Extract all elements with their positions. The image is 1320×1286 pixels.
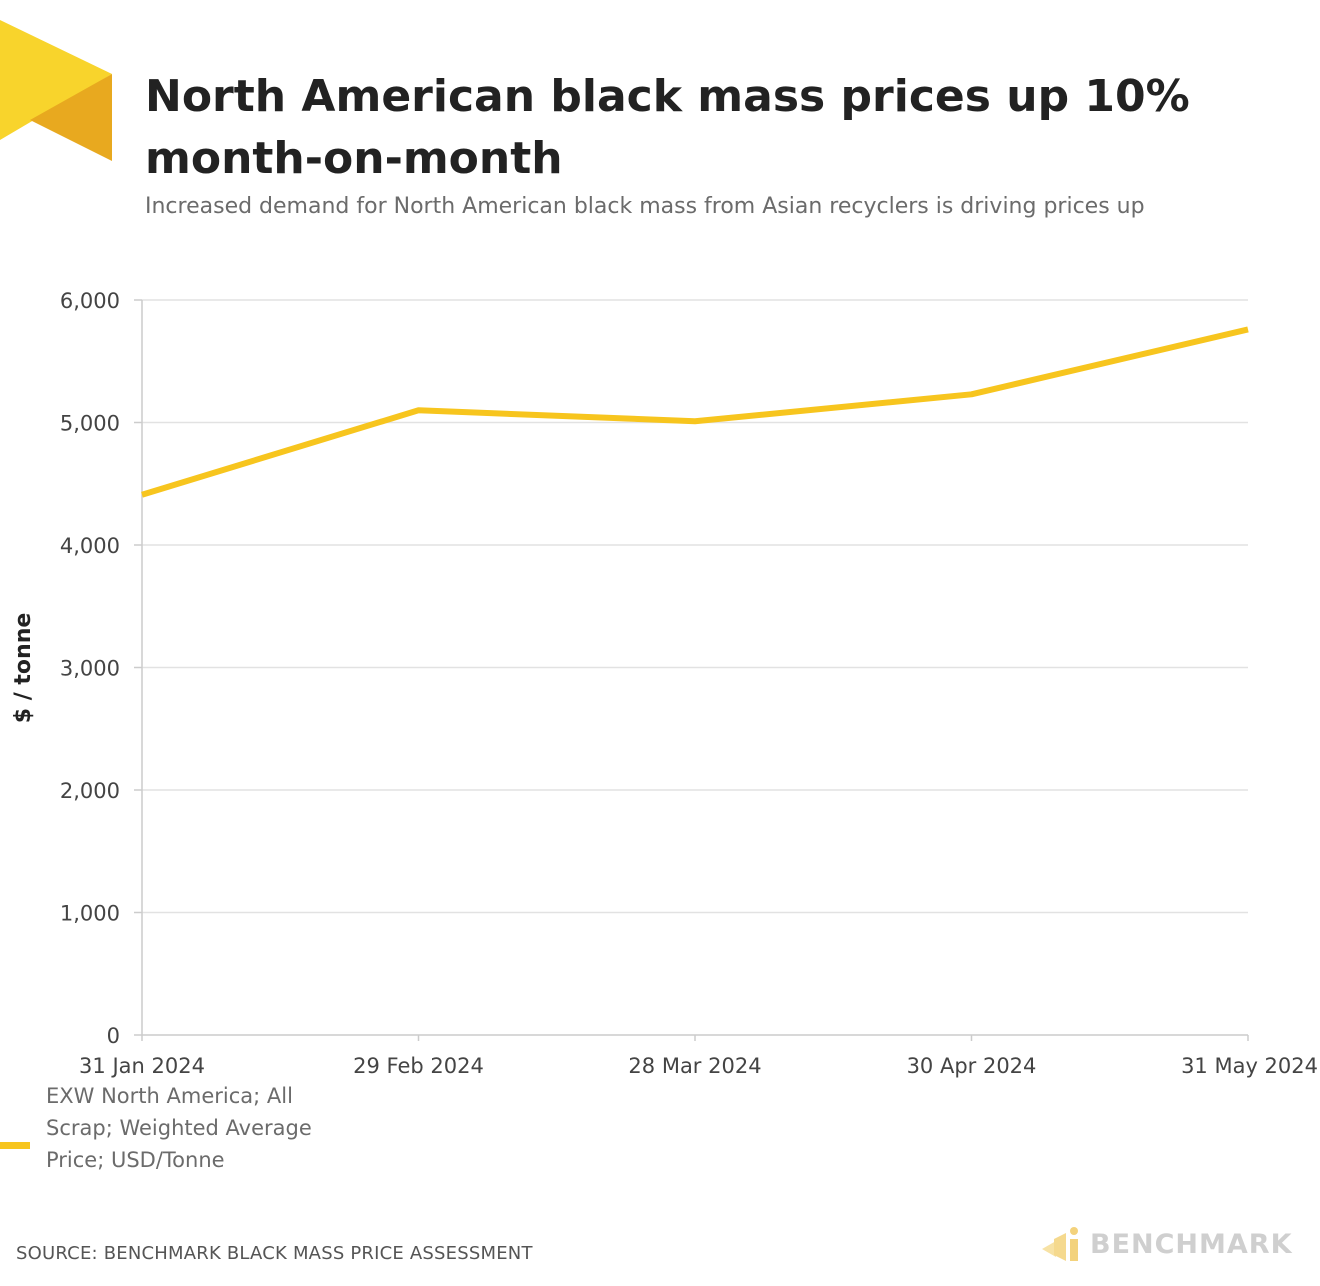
brand-corner-logo	[0, 20, 112, 161]
y-axis-label: $ / tonne	[11, 613, 36, 724]
chart-title: North American black mass prices up 10% …	[145, 71, 1190, 184]
brand-mark-icon	[1042, 1227, 1078, 1261]
legend-swatch	[0, 1142, 30, 1149]
y-tick-label: 4,000	[60, 534, 120, 558]
line-chart: 0 1,000 2,000 3,000 4,000 5,000 6,000 31 Jan 20…	[11, 289, 1318, 1078]
brand-wordmark: BENCHMARK	[1090, 1228, 1293, 1260]
x-tick-label: 31 Jan 2024	[79, 1054, 205, 1078]
x-tick-label: 29 Feb 2024	[353, 1054, 484, 1078]
y-tick-label: 0	[107, 1024, 120, 1048]
source-note: SOURCE: BENCHMARK BLACK MASS PRICE ASSES…	[16, 1243, 533, 1264]
x-tick-label: 30 Apr 2024	[907, 1054, 1037, 1078]
series-line	[141, 326, 1249, 498]
y-tick-label: 3,000	[60, 657, 120, 681]
corner-dark-shape	[30, 74, 112, 161]
y-tick-label: 2,000	[60, 779, 120, 803]
y-tick-label: 1,000	[60, 902, 120, 926]
corner-light-shape	[0, 20, 112, 140]
brand-logo: BENCHMARK	[1040, 1222, 1293, 1266]
x-tick-label: 28 Mar 2024	[628, 1054, 761, 1078]
x-tick-label: 31 May 2024	[1181, 1054, 1318, 1078]
chart-subtitle: Increased demand for North American blac…	[145, 194, 1145, 219]
y-tick-label: 6,000	[60, 289, 120, 313]
legend-label: EXW North America; All Scrap; Weighted A…	[46, 1084, 312, 1172]
y-tick-label: 5,000	[60, 412, 120, 436]
